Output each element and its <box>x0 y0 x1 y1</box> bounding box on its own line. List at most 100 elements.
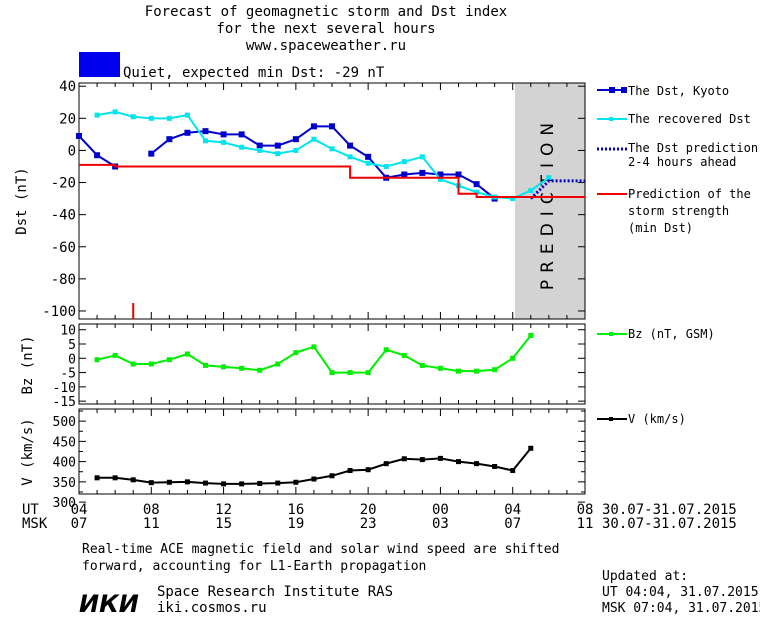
bz-series-0-point <box>419 362 425 368</box>
dst-series-1-point <box>293 147 299 153</box>
msk-tick-label: 03 <box>432 516 449 532</box>
dst-series-0-point <box>202 128 209 135</box>
bz-series-0-point <box>474 368 480 374</box>
ut-tick-label: 04 <box>504 502 521 518</box>
bz-series-0-point <box>383 347 389 353</box>
dst-series-1-point <box>437 176 443 182</box>
dst-series-1-point <box>311 136 317 142</box>
v-series-0-point <box>148 480 154 486</box>
v-series-0-point <box>329 473 335 479</box>
bz-ytick-label: 0 <box>68 352 76 367</box>
updated-ut: UT 04:04, 31.07.2015 <box>602 585 759 600</box>
bz-series-0-point <box>492 367 498 373</box>
dst-series-0-point <box>238 131 245 138</box>
legend-storm-label-1: Prediction of the <box>628 187 751 201</box>
v-series-0-point <box>203 480 208 486</box>
legend-bz-marker <box>609 332 613 336</box>
dst-ytick-label: -80 <box>51 272 76 288</box>
bz-axis-label: Bz (nT) <box>20 335 36 394</box>
dst-series-0-point <box>76 132 82 139</box>
legend-dst-kyoto-marker-end <box>621 87 627 93</box>
ut-date-range: 30.07-31.07.2015 <box>602 502 737 518</box>
v-axis-label: V (km/s) <box>20 418 36 485</box>
dst-axis-label: Dst (nT) <box>14 167 30 234</box>
legend-storm-label-2: storm strength <box>628 204 729 218</box>
v-panel <box>78 408 586 495</box>
chart-title-line-1: Forecast of geomagnetic storm and Dst in… <box>145 4 507 20</box>
v-series-0-point <box>419 457 425 463</box>
v-series-0-point <box>275 480 281 486</box>
ut-tick-label: 12 <box>215 502 232 518</box>
v-series-0-point <box>474 461 480 467</box>
v-series-0-point <box>94 475 100 481</box>
institute-name: Space Research Institute RAS <box>157 584 393 600</box>
v-ytick-label: 400 <box>53 456 76 471</box>
dst-series-1-point <box>257 147 263 153</box>
bz-series-0-point <box>456 368 461 374</box>
dst-ytick-label: 40 <box>59 79 76 95</box>
bz-series-0-point <box>347 370 353 376</box>
bz-series-0-point <box>112 352 118 358</box>
dst-series-0-point <box>310 123 317 130</box>
dst-series-1-point <box>275 151 281 157</box>
v-series-0-point <box>510 468 516 474</box>
prediction-band-label: PREDICTION <box>538 116 558 290</box>
v-series-0-point <box>383 461 389 467</box>
legend-v-marker <box>609 417 613 421</box>
bz-series-0-point <box>510 355 516 361</box>
dst-ytick-label: 20 <box>59 111 76 127</box>
dst-series-1-point <box>528 188 534 194</box>
legend: The Dst, Kyoto The recovered Dst The Dst… <box>597 84 758 426</box>
dst-series-0-point <box>473 181 480 188</box>
legend-prediction-label-1: The Dst prediction <box>628 141 758 155</box>
footer-note-line-2: forward, accounting for L1-Earth propaga… <box>82 559 426 574</box>
bz-series-0-point <box>130 361 136 367</box>
dst-series-1-point <box>546 175 552 181</box>
v-series-0-point <box>184 479 190 485</box>
v-ytick-label: 500 <box>53 415 76 430</box>
bz-series-0-point <box>293 350 299 356</box>
ut-tick-label: 00 <box>432 502 449 518</box>
v-panel-frame <box>78 408 586 495</box>
dst-series-1-point <box>203 138 208 144</box>
dst-series-1-point <box>419 154 425 160</box>
msk-tick-label: 07 <box>71 516 88 532</box>
bz-series-0-point <box>257 367 263 373</box>
v-series-0-point <box>112 475 118 481</box>
ut-tick-label: 08 <box>577 502 594 518</box>
msk-tick-label: 07 <box>504 516 521 532</box>
bz-ytick-label: 10 <box>60 324 76 339</box>
dst-series-1-point <box>329 146 335 152</box>
dst-series-0-point <box>166 136 173 143</box>
updated-label: Updated at: <box>602 569 688 584</box>
dst-series-1-point <box>383 163 389 169</box>
dst-series-1-point <box>148 115 154 121</box>
dst-ytick-label: 0 <box>68 143 76 159</box>
bz-series-0-point <box>94 357 100 363</box>
ut-tick-label: 20 <box>360 502 377 518</box>
status-text: Quiet, expected min Dst: -29 nT <box>123 65 385 81</box>
v-series-0-point <box>239 481 245 487</box>
v-series-0-point <box>437 455 443 461</box>
bz-series-0-line <box>96 334 532 374</box>
dst-series-0-point <box>274 142 281 149</box>
dst-series-3-line <box>79 163 585 198</box>
dst-series-1-point <box>474 189 480 195</box>
dst-ytick-label: -40 <box>51 208 76 224</box>
dst-series-0-point <box>256 142 263 149</box>
msk-tick-label: 19 <box>287 516 304 532</box>
prediction-band <box>515 83 585 319</box>
v-series-0-point <box>130 477 136 483</box>
msk-tick-label: 23 <box>360 516 377 532</box>
dst-series-1-point <box>130 114 136 120</box>
v-series-0-point <box>221 481 227 487</box>
v-series-0-point <box>293 479 299 485</box>
msk-tick-label: 11 <box>143 516 160 532</box>
v-series-0-point <box>166 479 172 485</box>
v-series-0-point <box>456 459 461 465</box>
bz-ytick-label: 5 <box>68 338 76 353</box>
dst-series-0-line <box>78 135 116 168</box>
v-series-0-point <box>528 445 534 451</box>
iki-logo: ИКИ <box>79 590 139 618</box>
